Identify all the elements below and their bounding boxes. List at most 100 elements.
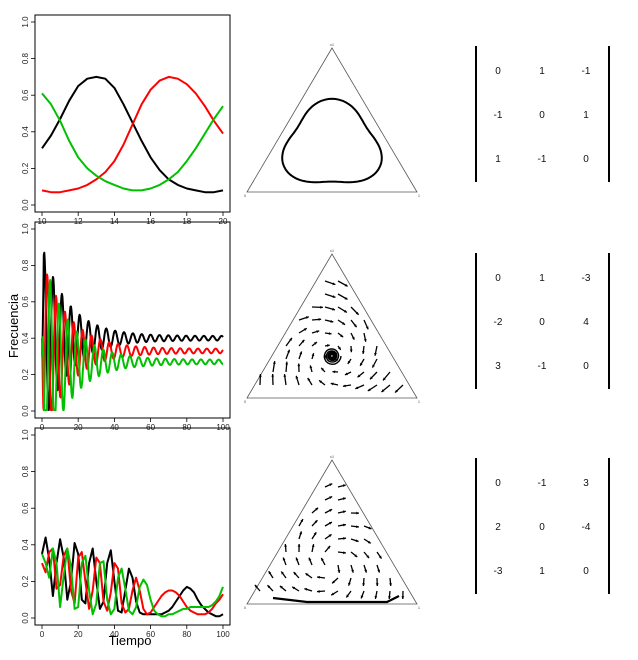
vector-arrow-head — [330, 319, 334, 323]
matrix-cell: 3 — [583, 478, 589, 489]
matrix-cell: -3 — [582, 273, 591, 284]
series-line-2 — [41, 547, 224, 616]
vector-arrow-head — [344, 296, 348, 300]
vector-arrow-head — [328, 522, 332, 525]
vector-arrow-head — [281, 571, 284, 575]
payoff-matrices: 0 1 -1 -1 0 1 1 -1 0 0 1 -3 -2 0 4 3 -1 0 0 -1 3 2 0 -4 -3 1 0 — [475, 46, 610, 594]
vector-arrow-head — [332, 282, 336, 286]
y-tick-label: 0.8 — [21, 465, 30, 477]
vertex-label-right: 1 — [418, 399, 421, 404]
x-tick-label: 20 — [74, 630, 83, 639]
series-line-3 — [41, 279, 224, 412]
vector-arrow-head — [282, 557, 286, 561]
vector-arrow-head — [349, 349, 353, 353]
vector-arrow-head — [319, 380, 323, 384]
vector-arrow-head — [311, 544, 315, 548]
vector-arrow-head — [305, 573, 309, 577]
vector-arrow-head — [313, 532, 317, 536]
vector-arrow-head — [366, 555, 370, 559]
vertex-label-left: 0 — [244, 399, 247, 404]
y-tick-label: 0.4 — [21, 539, 30, 551]
vector-arrow-head — [388, 596, 391, 599]
x-tick-label: 40 — [110, 630, 119, 639]
y-tick-label: 0.0 — [21, 612, 30, 624]
simplex-plots: x1 0 1 x1 0 1 x1 0 1 — [244, 42, 421, 610]
vector-arrow-head — [295, 557, 299, 561]
vector-arrow-head — [332, 295, 336, 298]
vector-arrow-head — [329, 509, 333, 512]
vector-arrow-head — [330, 382, 334, 386]
vector-arrow-head — [342, 384, 346, 388]
vector-arrow-head — [317, 590, 320, 593]
vector-arrow-head — [313, 341, 317, 345]
vector-arrow-head — [360, 595, 364, 599]
vector-arrow-head — [401, 596, 405, 599]
simplex-panel-3: x1 0 1 — [244, 454, 421, 610]
vector-arrow-head — [254, 584, 258, 588]
matrix-cell: -1 — [538, 361, 547, 372]
vector-arrow-head — [329, 496, 333, 499]
vector-arrow-head — [354, 554, 358, 557]
series-line-1 — [41, 251, 224, 411]
y-tick-label: 0.2 — [21, 575, 30, 587]
matrix-cell: 1 — [495, 154, 501, 165]
vector-arrow-head — [258, 374, 262, 377]
matrix-cell: -1 — [538, 478, 547, 489]
y-tick-label: 0.8 — [21, 259, 30, 271]
matrix-cell: -3 — [494, 566, 503, 577]
y-tick-label: 0.4 — [21, 126, 30, 138]
y-tick-label: 0.0 — [21, 199, 30, 211]
y-tick-label: 1.0 — [21, 223, 30, 235]
matrix-cell: 0 — [495, 478, 501, 489]
plot-frame — [34, 221, 231, 419]
vector-arrow-head — [378, 555, 382, 559]
vector-arrow-head — [367, 388, 371, 391]
vertex-label-top: x1 — [330, 42, 335, 47]
y-tick-label: 0.4 — [21, 332, 30, 344]
simplex-panel-2: x1 0 1 — [244, 248, 421, 404]
series-line-1 — [41, 536, 224, 618]
matrix-cell: 2 — [495, 522, 501, 533]
vector-arrow-head — [328, 332, 332, 335]
vector-arrow-head — [317, 575, 320, 579]
vector-arrow-head — [347, 360, 351, 364]
vector-arrow-head — [340, 334, 344, 338]
vector-arrow-head — [321, 557, 324, 561]
vector-arrow-head — [344, 283, 348, 287]
vector-arrow-head — [377, 569, 381, 573]
y-axis-label: Frecuencia — [6, 293, 21, 358]
vector-arrow-head — [355, 539, 359, 543]
vector-arrow-head — [267, 585, 271, 589]
vector-arrow-head — [297, 363, 301, 367]
vector-arrow-head — [344, 372, 348, 376]
vector-arrow-head — [303, 328, 307, 331]
time-series-panel-1: 10 12 14 16 18 200.00.20.40.60.81.0 — [21, 14, 231, 226]
y-tick-label: 0.6 — [21, 296, 30, 308]
matrix-cell: -2 — [494, 317, 503, 328]
spiral-focus — [323, 348, 342, 366]
vector-arrow-head — [342, 322, 346, 325]
vector-arrow-head — [297, 544, 301, 547]
vertex-label-right: 1 — [418, 193, 421, 198]
vector-arrow-head — [268, 571, 272, 575]
vector-arrow-head — [299, 351, 303, 355]
vector-arrow-head — [311, 353, 315, 357]
vector-arrow-head — [315, 507, 319, 511]
vector-arrow-head — [375, 583, 379, 586]
vector-arrow-head — [338, 346, 341, 350]
time-series-plots: 10 12 14 16 18 200.00.20.40.60.81.00 20 40 60 80 1… — [21, 14, 231, 639]
vertex-label-top: x1 — [330, 248, 335, 253]
vector-arrow-head — [351, 569, 354, 573]
vector-arrow-head — [305, 316, 309, 319]
vector-arrow-head — [326, 344, 330, 348]
vector-arrow-head — [295, 375, 299, 379]
vector-arrow-head — [300, 519, 303, 523]
vector-arrow-head — [382, 377, 386, 381]
vector-arrow-head — [343, 537, 346, 540]
vector-arrow-head — [331, 592, 335, 596]
simplex-triangle — [246, 459, 418, 605]
matrix-cell: 0 — [495, 66, 501, 77]
vector-arrow-head — [292, 586, 296, 590]
matrix-cell: 0 — [583, 566, 589, 577]
